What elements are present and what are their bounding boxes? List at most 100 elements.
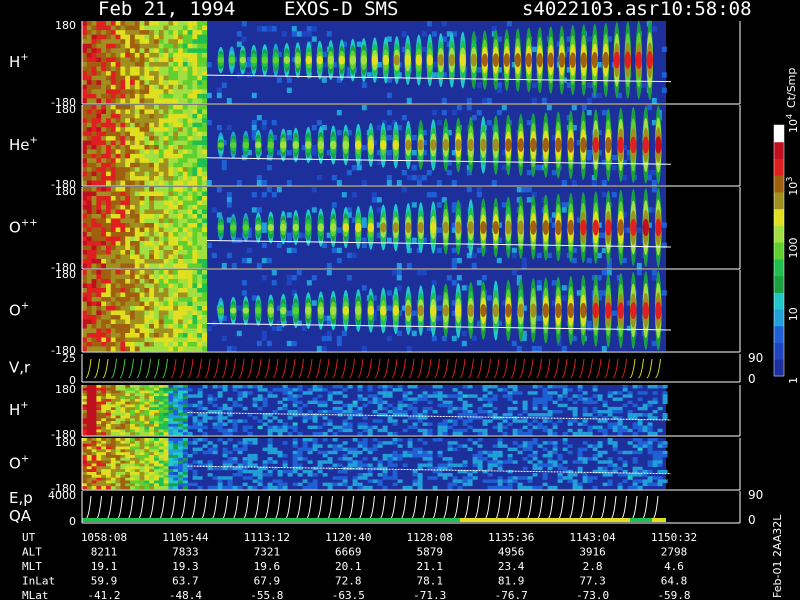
spec-cell [431,110,437,116]
spec-cell [173,279,179,284]
spec-cell [149,187,155,192]
spec-cell [91,259,97,264]
spec-cell [158,118,164,124]
spec-cell [362,425,368,430]
spec-cell [96,158,102,164]
spec-cell [276,325,282,332]
spec-cell [125,180,131,186]
spec-cell [178,455,184,459]
spec-cell [154,474,160,478]
spec-cell [110,187,116,192]
spec-cell [352,453,358,458]
trace-segment [502,358,508,379]
spec-cell [332,425,338,430]
spec-cell [462,419,468,423]
spec-cell [276,242,282,249]
spec-cell [217,419,223,423]
spec-cell [86,254,92,260]
spec-cell [120,254,126,260]
spec-cell [566,82,572,88]
spec-cell [466,187,472,193]
spec-cell [562,431,568,436]
spec-cell [144,455,150,459]
spec-cell [154,25,160,31]
trace-line [206,157,672,165]
spec-cell [173,477,179,481]
spec-cell [192,342,198,347]
burst [569,52,576,68]
panel-3 [81,270,741,353]
spec-cell [91,136,97,141]
spec-cell [187,254,193,260]
spec-cell [120,401,126,405]
spec-cell [101,457,107,461]
spec-cell [307,410,313,414]
spec-cell [134,245,140,251]
spec-cell [125,393,131,397]
spec-cell [158,71,164,76]
spec-cell [577,431,583,436]
spec-cell [396,330,402,337]
spec-cell [322,403,328,408]
spec-cell [592,394,598,398]
spec-cell [606,270,612,276]
spec-cell [91,171,97,177]
spec-cell [647,431,653,436]
spec-cell [163,410,169,414]
spec-cell [120,455,126,459]
burst [367,140,374,150]
spec-cell [332,400,338,405]
spec-cell [361,82,367,88]
spec-cell [486,120,492,126]
spec-cell [202,315,208,320]
spec-cell [187,232,193,237]
spec-cell [416,247,422,254]
spec-cell [168,71,174,76]
spec-cell [421,175,427,181]
burst [558,52,565,68]
spec-cell [173,385,179,389]
spec-cell [130,209,136,215]
spec-cell [292,397,298,401]
spec-cell [130,443,136,447]
spec-cell [101,122,107,128]
spec-cell [96,469,102,473]
spec-cell [651,270,657,276]
spec-cell [82,486,88,490]
spec-cell [168,118,174,124]
burst [230,224,237,231]
spec-cell [197,167,203,172]
spec-cell [331,175,337,181]
burst [267,224,274,232]
spec-cell [115,443,121,447]
spec-cell [134,387,140,391]
burst [591,52,598,69]
spec-cell [607,391,613,395]
spec-cell [120,283,126,289]
spec-cell [154,48,160,54]
spec-cell [277,431,283,436]
spec-cell [154,443,160,447]
spec-cell [482,422,488,426]
spec-cell [386,110,392,116]
panel-0 [81,20,741,105]
spec-cell [571,247,577,254]
spec-cell [646,105,652,111]
spec-cell [202,310,208,316]
spec-cell [106,333,112,338]
spec-cell [139,333,145,338]
spec-cell [522,410,528,414]
spec-cell [173,412,179,416]
spec-cell [149,346,155,352]
spec-cell [168,167,174,172]
spec-cell [446,130,452,136]
spec-cell [173,227,179,233]
spec-cell [327,450,333,455]
spec-cell [173,460,179,464]
spec-cell [154,469,160,473]
spec-cell [82,180,88,186]
spec-cell [158,429,164,433]
spec-cell [642,391,648,395]
spec-cell [163,127,169,132]
spec-cell [154,310,160,316]
